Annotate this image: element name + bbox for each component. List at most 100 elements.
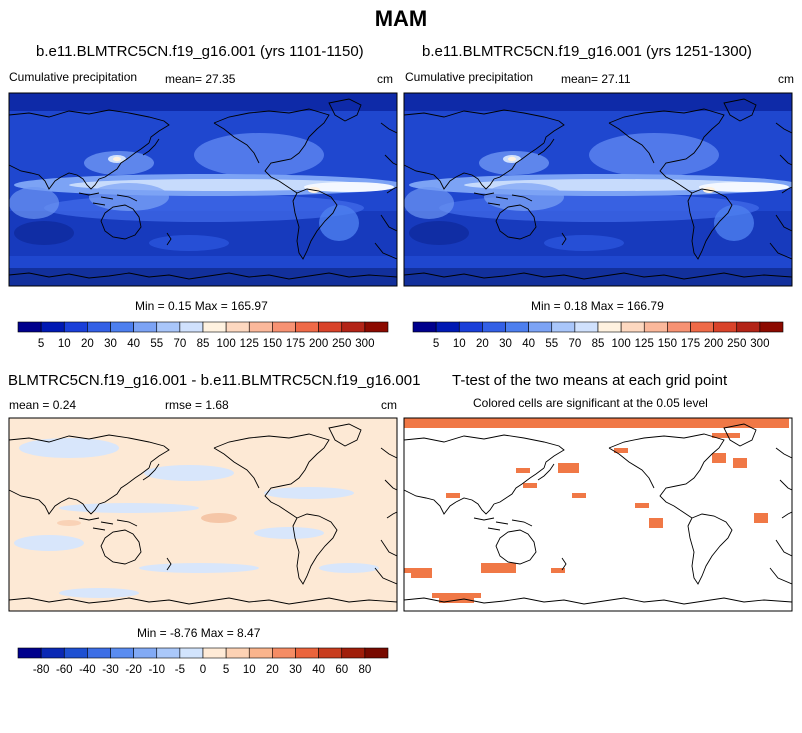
significant-cell bbox=[761, 518, 768, 523]
colorbar-tick-label: 30 bbox=[499, 338, 512, 350]
significant-cell bbox=[635, 418, 642, 423]
colorbar-swatch bbox=[225, 647, 250, 659]
colorbar-swatch bbox=[364, 321, 389, 333]
significant-cell bbox=[565, 463, 572, 468]
significant-cell bbox=[551, 423, 558, 428]
significant-cell bbox=[432, 418, 439, 423]
significant-cell bbox=[775, 418, 782, 423]
significant-cell bbox=[698, 418, 705, 423]
significant-cell bbox=[747, 423, 754, 428]
significant-cell bbox=[642, 418, 649, 423]
significant-cell bbox=[733, 433, 740, 438]
significant-cell bbox=[656, 523, 663, 528]
significant-cell bbox=[453, 493, 460, 498]
significant-cell bbox=[621, 423, 628, 428]
significant-cell bbox=[586, 418, 593, 423]
significant-cell bbox=[432, 423, 439, 428]
panel3-rmse: rmse = 1.68 bbox=[165, 398, 229, 412]
colorbar-tick-label: 40 bbox=[127, 338, 140, 350]
significant-cell bbox=[516, 423, 523, 428]
significant-cell bbox=[460, 418, 467, 423]
significant-cell bbox=[509, 568, 516, 573]
significant-cell bbox=[572, 423, 579, 428]
significant-cell bbox=[467, 423, 474, 428]
colorbar-tick-label: -10 bbox=[148, 664, 165, 676]
significant-cell bbox=[404, 568, 411, 573]
significant-cell bbox=[474, 418, 481, 423]
significant-cell bbox=[719, 423, 726, 428]
significant-cell bbox=[726, 418, 733, 423]
colorbar-swatch bbox=[318, 321, 343, 333]
significant-cell bbox=[439, 593, 446, 598]
significant-cell bbox=[530, 418, 537, 423]
colorbar-tick-label: 10 bbox=[58, 338, 71, 350]
panel3-map bbox=[8, 417, 398, 612]
significant-cell bbox=[656, 423, 663, 428]
significant-cell bbox=[411, 573, 418, 578]
colorbar-swatch bbox=[17, 647, 42, 659]
colorbar-swatch bbox=[248, 321, 273, 333]
panel2-minmax: Min = 0.18 Max = 166.79 bbox=[531, 299, 664, 313]
colorbar-tick-label: 20 bbox=[81, 338, 94, 350]
colorbar-swatch bbox=[40, 647, 65, 659]
colorbar-tick-label: 0 bbox=[200, 664, 206, 676]
significant-cell bbox=[600, 418, 607, 423]
significant-cell bbox=[628, 423, 635, 428]
colorbar-swatch bbox=[272, 647, 296, 659]
significant-cell bbox=[551, 418, 558, 423]
significant-cell bbox=[404, 418, 411, 423]
panel1-minmax: Min = 0.15 Max = 165.97 bbox=[135, 299, 268, 313]
significant-cell bbox=[670, 418, 677, 423]
colorbar-tick-label: 250 bbox=[332, 338, 351, 350]
significant-cell bbox=[705, 418, 712, 423]
significant-cell bbox=[565, 468, 572, 473]
significant-cell bbox=[600, 423, 607, 428]
colorbar-tick-label: 175 bbox=[681, 338, 700, 350]
significant-cell bbox=[425, 423, 432, 428]
colorbar-tick-label: 125 bbox=[240, 338, 259, 350]
significant-cell bbox=[656, 518, 663, 523]
significant-cell bbox=[768, 423, 775, 428]
significant-cell bbox=[502, 568, 509, 573]
significant-cell bbox=[712, 418, 719, 423]
significant-cell bbox=[719, 418, 726, 423]
significant-cell bbox=[621, 448, 628, 453]
significant-cell bbox=[460, 593, 467, 598]
significant-cell bbox=[523, 483, 530, 488]
colorbar-swatch bbox=[110, 647, 134, 659]
significant-cell bbox=[495, 423, 502, 428]
panel3-mean: mean = 0.24 bbox=[9, 398, 77, 412]
panel4-title: T-test of the two means at each grid poi… bbox=[452, 372, 728, 389]
significant-cell bbox=[565, 423, 572, 428]
significant-cell bbox=[544, 423, 551, 428]
significant-cell bbox=[761, 418, 768, 423]
significant-cell bbox=[509, 563, 516, 568]
significant-cell bbox=[649, 523, 656, 528]
significant-cell bbox=[754, 418, 761, 423]
significant-cell bbox=[425, 573, 432, 578]
colorbar-tick-label: 150 bbox=[263, 338, 282, 350]
panel2-map bbox=[403, 92, 793, 287]
significant-cell bbox=[418, 573, 425, 578]
significant-cell bbox=[530, 483, 537, 488]
panel1-title: b.e11.BLMTRC5CN.f19_g16.001 (yrs 1101-11… bbox=[36, 43, 364, 60]
significant-cell bbox=[621, 418, 628, 423]
significant-cell bbox=[523, 423, 530, 428]
colorbar-tick-label: 85 bbox=[592, 338, 605, 350]
colorbar-tick-label: -30 bbox=[102, 664, 119, 676]
significant-cell bbox=[488, 423, 495, 428]
significant-cell bbox=[747, 418, 754, 423]
significant-cell bbox=[761, 423, 768, 428]
significant-cell bbox=[446, 593, 453, 598]
significant-cell bbox=[502, 423, 509, 428]
significant-cell bbox=[635, 423, 642, 428]
significant-cell bbox=[537, 423, 544, 428]
significant-cell bbox=[404, 423, 411, 428]
colorbar-swatch bbox=[295, 321, 319, 333]
significant-cell bbox=[607, 418, 614, 423]
significant-cell bbox=[411, 418, 418, 423]
significant-cell bbox=[733, 458, 740, 463]
colorbar-swatch bbox=[341, 647, 366, 659]
panel1-map bbox=[8, 92, 398, 287]
significant-cell bbox=[551, 568, 558, 573]
